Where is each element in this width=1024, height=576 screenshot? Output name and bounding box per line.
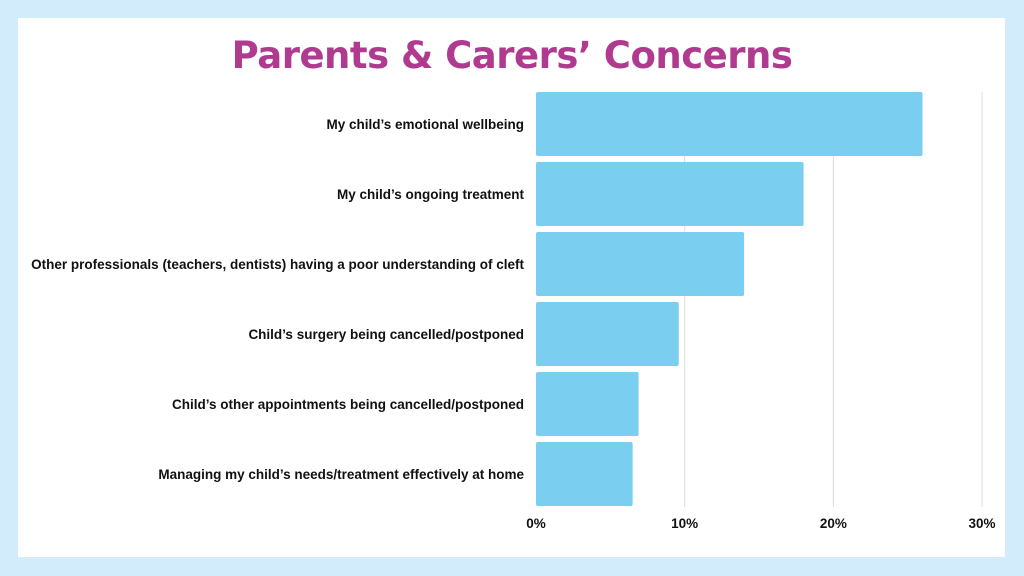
bar — [536, 162, 804, 226]
chart-title: Parents & Carers’ Concerns — [231, 34, 793, 77]
x-tick-label: 0% — [526, 516, 546, 531]
grid-lines — [684, 92, 983, 507]
category-label: Managing my child’s needs/treatment effe… — [158, 467, 524, 482]
bar — [536, 232, 745, 296]
x-tick-label: 10% — [671, 516, 698, 531]
category-label: Child’s other appointments being cancell… — [172, 397, 524, 412]
category-label: My child’s emotional wellbeing — [326, 117, 524, 132]
category-labels: My child’s emotional wellbeing My child’s… — [31, 117, 524, 482]
category-label: Other professionals (teachers, dentists)… — [31, 257, 524, 272]
bar — [536, 442, 633, 506]
category-label: Child’s surgery being cancelled/postpone… — [248, 327, 524, 342]
bar — [536, 302, 679, 366]
x-tick-label: 30% — [968, 516, 995, 531]
category-label: My child’s ongoing treatment — [337, 187, 525, 202]
bars — [536, 92, 923, 506]
bar — [536, 372, 639, 436]
x-tick-label: 20% — [820, 516, 847, 531]
x-tick-labels: 0% 10% 20% 30% — [526, 516, 995, 531]
bar — [536, 92, 923, 156]
